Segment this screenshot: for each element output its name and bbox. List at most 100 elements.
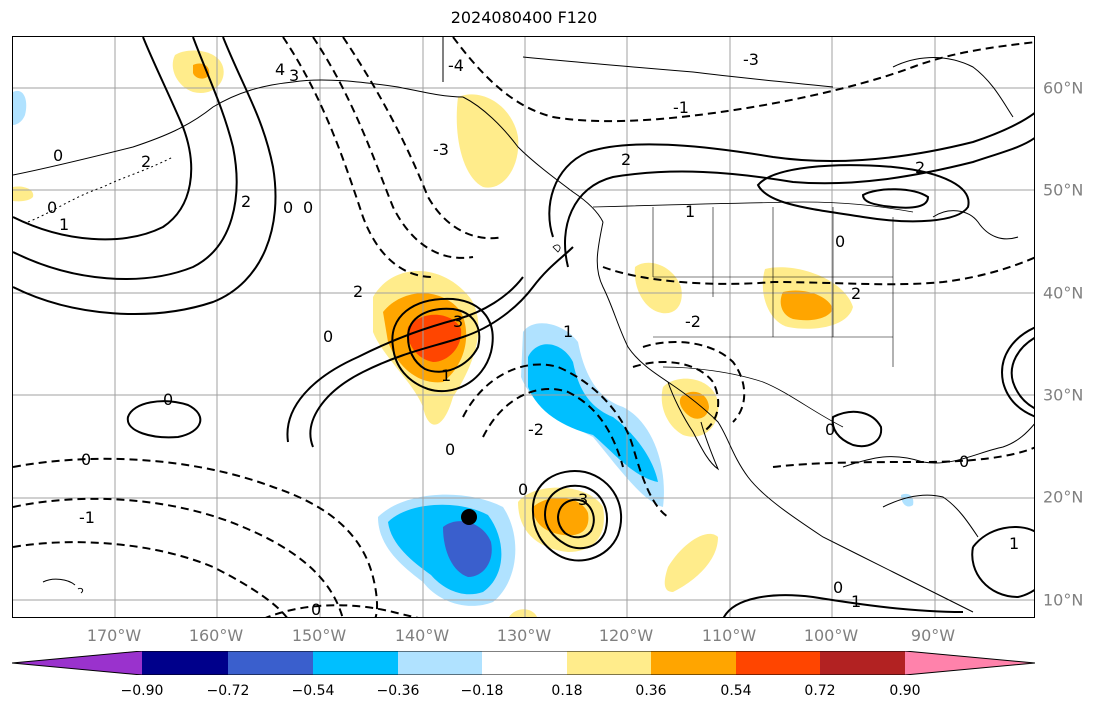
contour-label-zero-10: 0: [959, 452, 969, 471]
states-outline: [652, 207, 894, 367]
contour-dashed-bottom: [265, 604, 419, 617]
shade-baja-orange: [679, 391, 709, 419]
shade-great-plains-orange: [780, 290, 833, 321]
contour-solid-bottom: [723, 594, 964, 617]
north-america-west-coast: [596, 221, 974, 613]
contour-label-zero-2: 0: [323, 327, 333, 346]
contour-solid-pacific-low-inner: [406, 307, 481, 373]
contour-label-zero-12: 0: [53, 146, 63, 165]
contour-label-minus-one-2: -1: [673, 98, 689, 117]
shade-tropical-blue-dark: [443, 521, 492, 577]
contour-label-zero-1: 0: [47, 198, 57, 217]
contour-label-zero-4: 0: [81, 450, 91, 469]
contour-label-zero-6: 0: [835, 232, 845, 251]
contour-solid-gulf: [831, 410, 883, 447]
contour-dashed-subtropical: [13, 457, 379, 617]
colorbar-segment-2: [228, 651, 313, 675]
contour-dashed-gulf-alaska-3: [342, 37, 504, 240]
contour-label-zero-9: 0: [825, 420, 835, 439]
shade-southwest-yellow: [634, 262, 682, 314]
lon-label-160w: 160°W: [188, 626, 244, 645]
contour-label-one-6: 1: [851, 592, 861, 611]
aleutian-chain: [27, 156, 174, 223]
contour-label-three-1: 3: [578, 490, 588, 509]
lon-label-170w: 170°W: [86, 626, 142, 645]
lon-label-140w: 140°W: [394, 626, 450, 645]
contour-solid-bc-ridge-2: [564, 137, 1034, 268]
contour-label-group: 0 1 2 0 2 0 0 -1 0 -3 -4 2 1 -1 -3 2 0 2…: [47, 50, 1019, 618]
lat-label-10n: 10°N: [1043, 590, 1084, 610]
shade-gulf-alaska-yellow: [456, 94, 519, 188]
graticule: [13, 37, 1034, 617]
hudson-bay: [892, 57, 1014, 118]
shade-left-edge-yellow: [13, 186, 34, 202]
colorbar: [12, 651, 1035, 675]
contour-label-one-2: 1: [685, 202, 695, 221]
contour-label-three-3: 3: [289, 66, 299, 85]
colorbar-tick-090: 0.90: [889, 683, 921, 699]
colorbar-segment-3: [313, 651, 398, 675]
contour-solid-pacific-low: [391, 297, 494, 393]
lon-label-90w: 90°W: [910, 626, 956, 645]
colorbar-segment-6: [567, 651, 651, 675]
contour-dashed-gulf-alaska: [282, 37, 434, 278]
lon-label-130w: 130°W: [496, 626, 552, 645]
contour-label-two-3: 2: [621, 150, 631, 169]
contour-label-minus-three-2: -3: [743, 50, 759, 69]
contour-label-minus-two-2: -2: [528, 420, 544, 439]
map-title: 2024080400 F120: [450, 8, 598, 27]
contour-dashed-subtropical-2: [13, 497, 344, 617]
contour-dashed-subtropical-3: [13, 541, 288, 617]
contour-solid-caribbean: [971, 526, 1034, 599]
us-mexico-border: [662, 366, 844, 428]
colorbar-tick-036: 0.36: [635, 683, 667, 699]
great-lakes: [932, 210, 1019, 240]
contour-dashed-gulf: [772, 446, 1034, 468]
shaded-regions: [13, 50, 914, 617]
colorbar-tick-minus-018: −0.18: [460, 683, 504, 699]
colorbar-segment-4: [398, 651, 482, 675]
lat-label-30n: 30°N: [1043, 385, 1084, 405]
shade-mexico-south-yellow: [664, 533, 718, 592]
contour-solid-pacific-trough-2: [286, 276, 524, 443]
contour-solid-tropical-low-3: [556, 498, 595, 539]
colorbar-tick-minus-072: −0.72: [206, 683, 250, 699]
shade-offshore-blue: [528, 344, 658, 482]
contour-solid-pacific-trough: [309, 246, 574, 448]
contour-label-four-1: 4: [275, 60, 285, 79]
contour-dashed-mexico-2: [632, 361, 720, 433]
contour-solid-canada-high: [756, 164, 970, 223]
hawaii-islands: [42, 578, 84, 594]
colorbar-tick-054: 0.54: [720, 683, 752, 699]
contour-solid-tropical-low: [531, 470, 623, 562]
shade-bottom-yellow: [509, 609, 537, 617]
lon-label-150w: 150°W: [291, 626, 347, 645]
colorbar-tick-minus-036: −0.36: [376, 683, 420, 699]
contour-label-minus-four-1: -4: [448, 56, 464, 75]
lat-label-20n: 20°N: [1043, 487, 1084, 507]
contour-label-three-2: 3: [453, 312, 463, 331]
revillagigedo: [552, 244, 561, 253]
contour-solid-canada-high-inner: [861, 188, 930, 209]
contour-solid-n-pacific-2: [13, 37, 238, 280]
contour-solid-n-pacific: [13, 37, 277, 315]
colorbar-segment-over: [905, 651, 1035, 675]
contour-label-minus-three-1: -3: [433, 140, 449, 159]
colorbar-segment-9: [820, 651, 905, 675]
contour-dashed-gulf-alaska-2: [312, 37, 474, 259]
contour-solid-small-oval: [126, 400, 202, 439]
contour-dashed-n-america: [452, 37, 1034, 123]
contour-label-zero-5: 0: [311, 600, 321, 618]
contour-label-one-3: 1: [563, 322, 573, 341]
contour-label-two-5: 2: [851, 284, 861, 303]
lon-label-120w: 120°W: [598, 626, 654, 645]
map-panel: 0 1 2 0 2 0 0 -1 0 -3 -4 2 1 -1 -3 2 0 2…: [12, 36, 1035, 618]
contour-label-one-5: 1: [1009, 534, 1019, 553]
alaska-panhandle: [462, 96, 604, 223]
contour-label-minus-two-1: -2: [685, 312, 701, 331]
lat-label-60n: 60°N: [1043, 78, 1084, 98]
contour-label-zero-3: 0: [163, 390, 173, 409]
shade-gulf-blue: [901, 493, 914, 507]
contour-label-zero-13: 0: [283, 198, 293, 217]
contours: [13, 37, 1034, 617]
